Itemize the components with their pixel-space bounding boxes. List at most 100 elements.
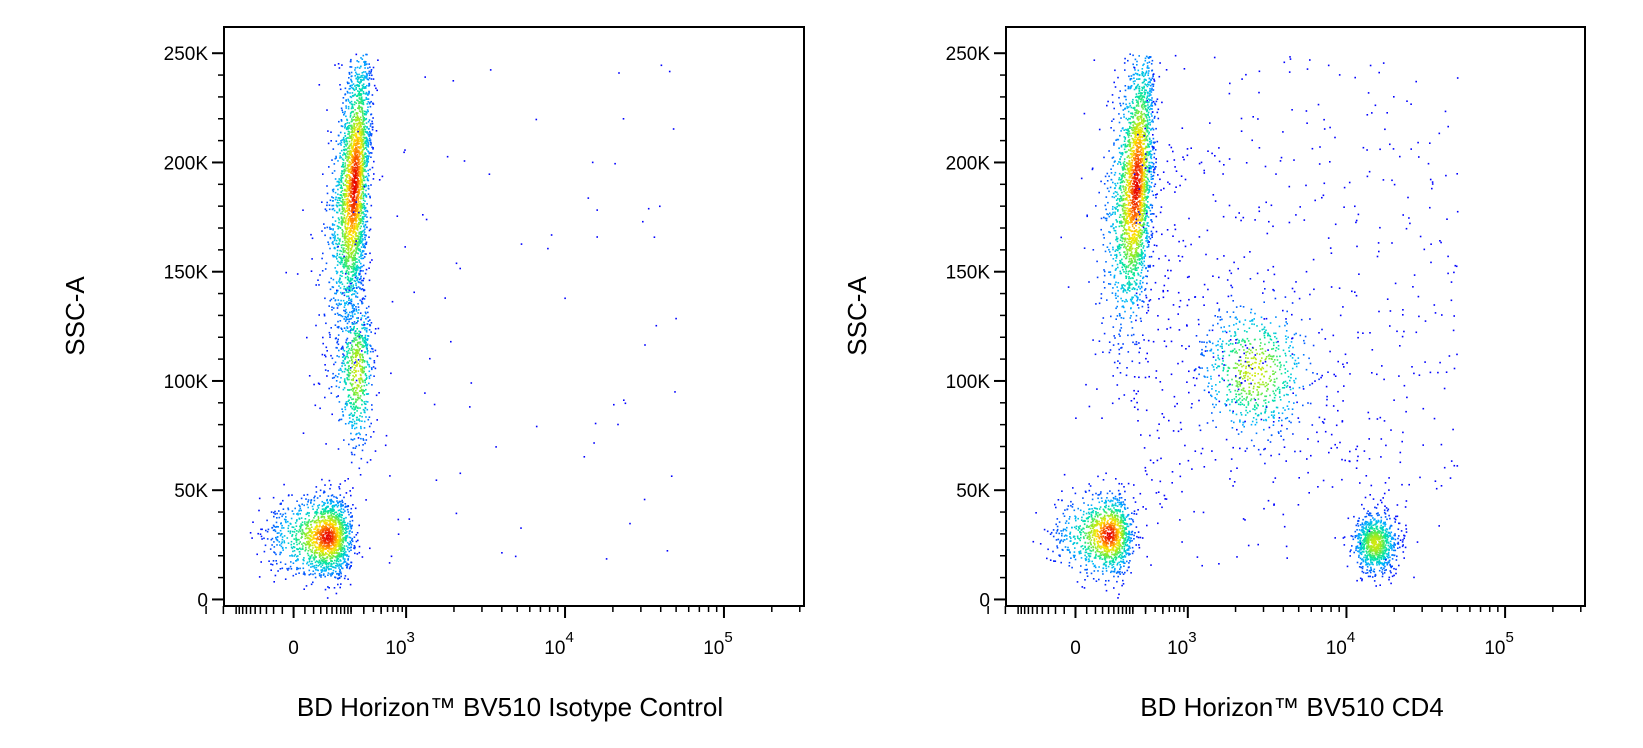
event-dot-sparse	[594, 422, 597, 425]
event-dot-3	[340, 503, 342, 505]
event-dot-3	[323, 561, 326, 564]
event-dot-1	[360, 277, 362, 280]
event-dot-2	[355, 406, 357, 408]
event-dot-1	[370, 100, 372, 103]
event-dot-3	[326, 538, 329, 540]
event-dot-1	[351, 282, 353, 284]
event-dot-3	[328, 587, 330, 589]
event-dot-3	[306, 521, 308, 524]
event-dot-1	[362, 143, 364, 145]
event-dot-3	[284, 578, 287, 580]
event-dot-2	[355, 371, 357, 373]
event-dot-1	[356, 247, 359, 249]
event-dot-2	[362, 438, 364, 440]
event-dot-1	[343, 153, 346, 155]
event-dot-3	[296, 559, 298, 561]
event-dot-1	[364, 228, 366, 230]
event-dot-3	[309, 543, 311, 546]
event-dot-3	[292, 574, 295, 577]
event-dot-1	[1125, 265, 1128, 267]
event-dot-3	[332, 572, 334, 574]
event-dot-2	[346, 362, 348, 364]
event-dot-1	[365, 175, 368, 178]
event-dot-1	[356, 173, 359, 175]
event-dot-3	[332, 532, 334, 535]
event-dot-3	[317, 507, 320, 509]
event-dot-3	[301, 521, 304, 524]
event-dot-1	[358, 171, 360, 174]
event-dot-1	[332, 241, 334, 243]
event-dot-2	[363, 340, 366, 343]
event-dot-2	[343, 370, 346, 373]
event-dot-3	[316, 536, 319, 538]
event-dot-2	[348, 372, 351, 374]
event-dot-1	[328, 305, 330, 307]
event-dot-1	[344, 239, 346, 241]
event-dot-1	[349, 266, 352, 268]
event-dot-3	[298, 517, 301, 520]
event-dot-1	[351, 244, 353, 246]
event-dot-1	[355, 140, 357, 142]
event-dot-2	[366, 348, 368, 351]
event-dot-2	[358, 432, 360, 434]
event-dot-1	[344, 179, 347, 182]
event-dot-1	[334, 191, 337, 194]
event-dot-1	[361, 89, 363, 92]
event-dot-1	[356, 209, 359, 212]
event-dot-3	[279, 503, 282, 505]
event-dot-3	[340, 508, 343, 510]
event-dot-1	[371, 166, 374, 169]
event-dot-1	[335, 140, 338, 142]
event-dot-2	[361, 324, 364, 326]
event-dot-3	[332, 534, 334, 536]
event-dot-3	[339, 509, 341, 511]
event-dot-3	[352, 504, 354, 506]
event-dot-1	[369, 168, 371, 171]
event-dot-1	[350, 75, 353, 78]
event-dot-1	[360, 210, 363, 212]
event-dot-3	[283, 535, 286, 537]
event-dot-3	[343, 523, 346, 526]
event-dot-1	[342, 193, 345, 195]
event-dot-3	[326, 521, 328, 524]
event-dot-3	[299, 507, 302, 510]
event-dot-1	[353, 123, 356, 125]
event-dot-1	[357, 210, 360, 213]
event-dot-1	[353, 182, 356, 184]
event-dot-2	[349, 402, 351, 404]
event-dot-2	[353, 340, 355, 343]
event-dot-3	[314, 495, 316, 498]
event-dot-3	[275, 521, 278, 524]
event-dot-1	[326, 350, 328, 352]
event-dot-3	[340, 505, 342, 508]
event-dot-3	[323, 540, 325, 542]
event-dot-1	[359, 93, 361, 95]
event-dot-1	[338, 239, 341, 241]
event-dot-1	[317, 279, 319, 281]
event-dot-3	[352, 487, 354, 489]
event-dot-1	[365, 156, 368, 158]
event-dot-1	[344, 223, 347, 225]
event-dot-1	[360, 145, 362, 147]
event-dot-1	[356, 216, 359, 219]
event-dot-1	[344, 188, 346, 191]
event-dot-1	[359, 82, 361, 85]
event-dot-2	[354, 386, 356, 389]
event-dot-1	[365, 98, 368, 100]
event-dot-1	[346, 226, 349, 229]
event-dot-1	[361, 251, 364, 253]
event-dot-1	[340, 180, 343, 182]
event-dot-1	[349, 203, 351, 206]
event-dot-1	[348, 238, 350, 241]
event-dot-3	[329, 499, 332, 502]
event-dot-1	[358, 97, 361, 100]
event-dot-3	[331, 573, 333, 576]
event-dot-1	[354, 212, 357, 215]
event-dot-1	[360, 140, 363, 143]
event-dot-1	[363, 99, 366, 101]
event-dot-3	[339, 531, 342, 534]
event-dot-1	[370, 78, 373, 80]
event-dot-3	[272, 496, 275, 499]
event-dot-3	[287, 494, 290, 497]
event-dot-3	[320, 538, 322, 541]
